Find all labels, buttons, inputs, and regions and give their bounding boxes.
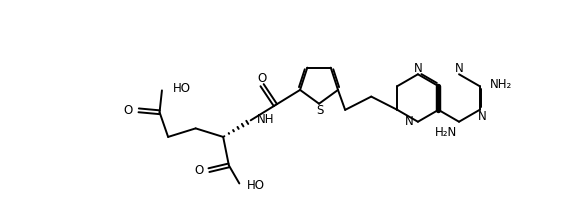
Text: H₂N: H₂N — [434, 126, 457, 139]
Text: O: O — [257, 72, 266, 85]
Text: N: N — [455, 62, 463, 75]
Text: HO: HO — [172, 82, 190, 95]
Text: O: O — [124, 104, 133, 117]
Text: N: N — [414, 62, 422, 75]
Text: NH₂: NH₂ — [490, 78, 512, 91]
Text: S: S — [316, 104, 323, 117]
Text: NH: NH — [256, 113, 274, 126]
Text: O: O — [194, 164, 203, 177]
Text: N: N — [405, 115, 414, 128]
Text: N: N — [478, 110, 486, 123]
Text: HO: HO — [247, 179, 265, 192]
